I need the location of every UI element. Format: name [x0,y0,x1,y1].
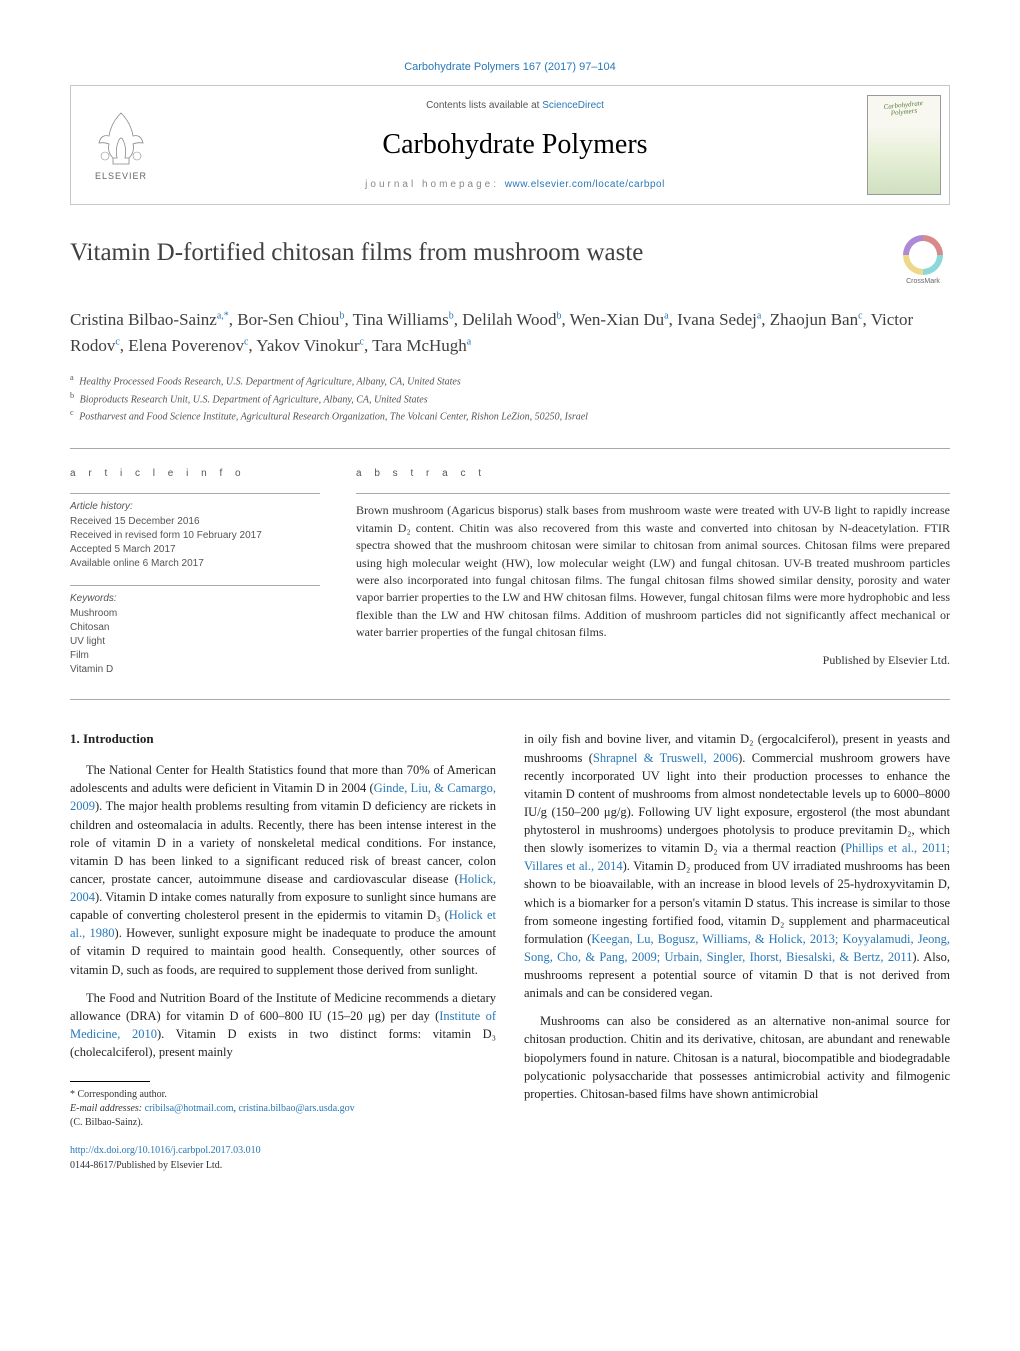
abstract-column: a b s t r a c t Brown mushroom (Agaricus… [356,467,950,691]
contents-line: Contents lists available at ScienceDirec… [426,99,604,113]
body-column-right: in oily fish and bovine liver, and vitam… [524,730,950,1173]
contents-prefix: Contents lists available at [426,100,542,111]
history-line: Received in revised form 10 February 201… [70,529,320,543]
doi-block: http://dx.doi.org/10.1016/j.carbpol.2017… [70,1144,496,1173]
keyword: Vitamin D [70,663,320,677]
corresponding-author-note: * Corresponding author. [70,1088,496,1102]
keyword: Film [70,649,320,663]
abstract-text: Brown mushroom (Agaricus bisporus) stalk… [356,493,950,641]
publisher-name: ELSEVIER [95,170,147,183]
intro-paragraph-3: Mushrooms can also be considered as an a… [524,1012,950,1103]
history-line: Accepted 5 March 2017 [70,543,320,557]
email-author-paren: (C. Bilbao-Sainz). [70,1116,496,1130]
body-column-left: 1. Introduction The National Center for … [70,730,496,1173]
journal-header-box: ELSEVIER Contents lists available at Sci… [70,85,950,205]
elsevier-tree-icon [91,108,151,168]
affiliation-line: a Healthy Processed Foods Research, U.S.… [70,372,950,389]
keyword: Mushroom [70,607,320,621]
divider-mid [70,699,950,700]
affiliation-line: c Postharvest and Food Science Institute… [70,407,950,424]
history-line: Available online 6 March 2017 [70,557,320,571]
publisher-logo: ELSEVIER [71,86,171,204]
doi-link[interactable]: http://dx.doi.org/10.1016/j.carbpol.2017… [70,1145,261,1156]
article-title: Vitamin D-fortified chitosan films from … [70,235,876,270]
article-info-column: a r t i c l e i n f o Article history: R… [70,467,320,691]
crossmark-badge[interactable]: CrossMark [896,235,950,289]
journal-cover-thumb: CarbohydratePolymers [859,86,949,204]
body-two-columns: 1. Introduction The National Center for … [70,730,950,1173]
affiliations-list: a Healthy Processed Foods Research, U.S.… [70,372,950,424]
history-heading: Article history: [70,500,320,514]
journal-name: Carbohydrate Polymers [382,125,647,164]
homepage-prefix: journal homepage: [365,179,505,190]
divider-top [70,448,950,449]
article-history-block: Article history: Received 15 December 20… [70,493,320,571]
history-line: Received 15 December 2016 [70,515,320,529]
keywords-block: Keywords: MushroomChitosanUV lightFilmVi… [70,585,320,677]
cover-title-2: Polymers [891,107,918,118]
affiliation-line: b Bioproducts Research Unit, U.S. Depart… [70,390,950,407]
issn-copyright: 0144-8617/Published by Elsevier Ltd. [70,1160,222,1171]
keywords-heading: Keywords: [70,592,320,606]
crossmark-icon [903,235,943,275]
intro-paragraph-1: The National Center for Health Statistic… [70,761,496,979]
article-info-label: a r t i c l e i n f o [70,467,320,481]
section-1-heading: 1. Introduction [70,730,496,749]
keyword: Chitosan [70,621,320,635]
crossmark-label: CrossMark [906,277,940,287]
email-link-2[interactable]: cristina.bilbao@ars.usda.gov [239,1103,355,1114]
abstract-publisher: Published by Elsevier Ltd. [356,652,950,669]
email-line: E-mail addresses: cribilsa@hotmail.com, … [70,1102,496,1116]
footnotes: * Corresponding author. E-mail addresses… [70,1088,496,1130]
journal-reference: Carbohydrate Polymers 167 (2017) 97–104 [70,60,950,75]
intro-paragraph-2: The Food and Nutrition Board of the Inst… [70,989,496,1062]
homepage-line: journal homepage: www.elsevier.com/locat… [365,178,665,192]
ref-shrapnel-2006[interactable]: Shrapnel & Truswell, 2006 [593,751,738,765]
homepage-link[interactable]: www.elsevier.com/locate/carbpol [505,179,665,190]
sciencedirect-link[interactable]: ScienceDirect [542,100,604,111]
abstract-label: a b s t r a c t [356,467,950,481]
intro-paragraph-2-cont: in oily fish and bovine liver, and vitam… [524,730,950,1002]
footnote-divider [70,1081,150,1082]
email-link-1[interactable]: cribilsa@hotmail.com [145,1103,234,1114]
keyword: UV light [70,635,320,649]
authors-list: Cristina Bilbao-Sainza,*, Bor-Sen Chioub… [70,307,950,358]
header-center: Contents lists available at ScienceDirec… [171,86,859,204]
